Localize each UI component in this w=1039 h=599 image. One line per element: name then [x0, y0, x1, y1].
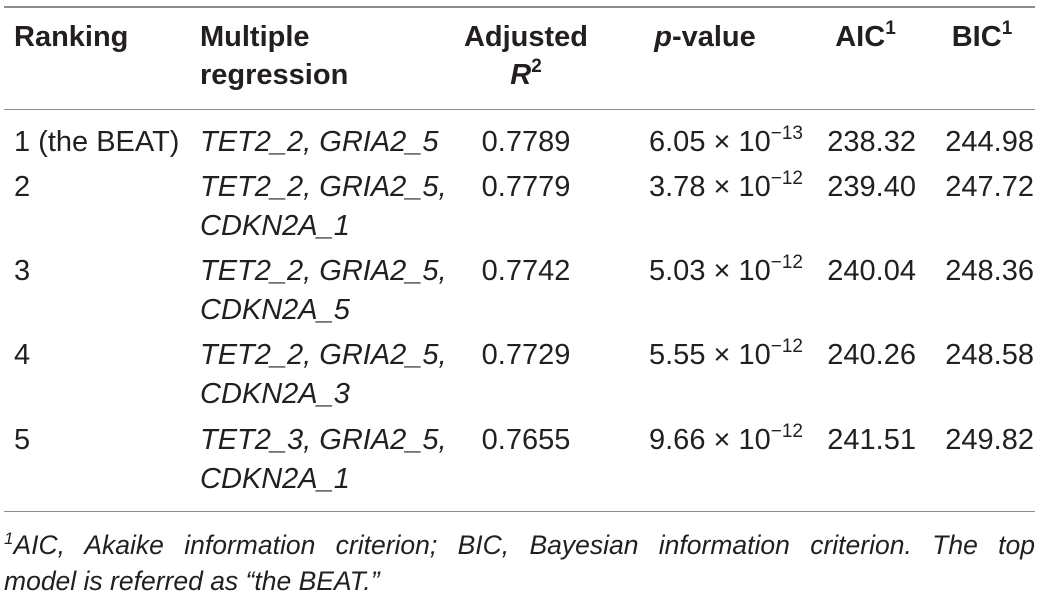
cell-ranking: 2 — [14, 171, 31, 203]
cell-aic: 239.40 — [827, 171, 916, 203]
cell-adjusted-r2: 0.7742 — [481, 255, 571, 287]
cell-aic: 240.04 — [827, 255, 916, 287]
footnote-text-line1: AIC, Akaike information criterion; BIC, … — [13, 530, 1035, 560]
cell-ranking: 4 — [14, 339, 31, 371]
cell-model-line1: TET2_2, GRIA2_5, — [200, 339, 447, 371]
header-bic: BIC1 — [930, 18, 1034, 53]
header-rule — [4, 109, 1035, 110]
header-model-line2: regression — [200, 59, 349, 91]
cell-model-line1: TET2_2, GRIA2_5, — [200, 171, 447, 203]
cell-p-value: 6.05 × 10−13 — [649, 123, 803, 158]
header-bic-footnote-marker: 1 — [1001, 18, 1013, 39]
header-r-exponent: 2 — [531, 56, 542, 77]
cell-aic: 238.32 — [827, 126, 916, 158]
cell-p-value: 3.78 × 10−12 — [649, 168, 803, 203]
cell-model-line2: CDKN2A_5 — [200, 294, 350, 326]
cell-p-value: 9.66 × 10−12 — [649, 421, 803, 456]
cell-ranking: 5 — [14, 424, 31, 456]
header-r-squared: R2 — [456, 56, 596, 91]
header-p-value: p-value — [607, 21, 803, 53]
cell-ranking: 3 — [14, 255, 31, 287]
cell-bic: 248.36 — [945, 255, 1034, 287]
cell-model-line1: TET2_2, GRIA2_5, — [200, 255, 447, 287]
cell-ranking: 1 (the BEAT) — [14, 126, 180, 158]
header-adjusted: Adjusted — [463, 21, 589, 53]
cell-p-value: 5.03 × 10−12 — [649, 252, 803, 287]
table-bottom-rule — [4, 511, 1035, 512]
header-aic-footnote-marker: 1 — [885, 18, 896, 39]
cell-adjusted-r2: 0.7655 — [481, 424, 571, 456]
header-p-rest: -value — [671, 21, 756, 53]
table-footnote: 1AIC, Akaike information criterion; BIC,… — [4, 527, 1035, 599]
cell-aic: 240.26 — [827, 339, 916, 371]
cell-adjusted-r2: 0.7789 — [481, 126, 571, 158]
header-bic-label: BIC — [951, 21, 1002, 53]
footnote-line1: 1AIC, Akaike information criterion; BIC,… — [4, 527, 1035, 563]
header-ranking: Ranking — [14, 21, 129, 53]
footnote-marker: 1 — [4, 529, 14, 548]
header-aic-label: AIC — [835, 21, 886, 53]
cell-model: TET2_2, GRIA2_5 — [200, 126, 439, 158]
cell-model-line2: CDKN2A_3 — [200, 378, 350, 410]
header-model-line1: Multiple — [200, 21, 310, 53]
cell-bic: 248.58 — [945, 339, 1034, 371]
cell-adjusted-r2: 0.7779 — [481, 171, 571, 203]
header-aic: AIC1 — [815, 18, 916, 53]
cell-model-line2: CDKN2A_1 — [200, 463, 350, 495]
footnote-line2: model is referred as “the BEAT.” — [4, 566, 380, 596]
cell-bic: 244.98 — [945, 126, 1034, 158]
header-r-symbol: R — [510, 59, 532, 91]
cell-bic: 247.72 — [945, 171, 1034, 203]
cell-aic: 241.51 — [827, 424, 916, 456]
cell-p-value: 5.55 × 10−12 — [649, 336, 803, 371]
cell-model-line2: CDKN2A_1 — [200, 210, 350, 242]
cell-adjusted-r2: 0.7729 — [481, 339, 571, 371]
table-top-rule — [4, 6, 1035, 8]
cell-model-line1: TET2_3, GRIA2_5, — [200, 424, 447, 456]
header-p-letter: p — [654, 21, 672, 53]
cell-bic: 249.82 — [945, 424, 1034, 456]
